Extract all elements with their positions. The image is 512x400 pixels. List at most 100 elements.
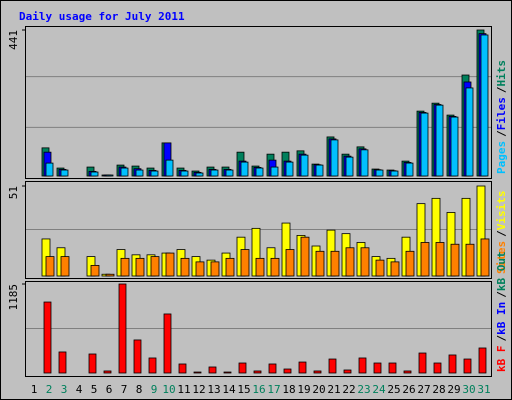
x-tick-label: 5	[91, 383, 98, 396]
bar	[405, 250, 415, 277]
bar	[225, 169, 234, 177]
x-tick-label: 28	[432, 383, 445, 396]
legend-entry: Hits	[495, 60, 508, 87]
bar	[60, 169, 69, 177]
bar	[435, 104, 444, 177]
chart-title: Daily usage for July 2011	[19, 10, 185, 23]
bar	[135, 257, 145, 277]
x-tick-label: 31	[477, 383, 490, 396]
bar	[358, 357, 367, 374]
bar	[133, 339, 142, 374]
bar	[270, 166, 279, 177]
bar	[208, 366, 217, 374]
legend-separator: /	[495, 130, 508, 137]
bar	[135, 169, 144, 177]
legend-separator: /	[495, 86, 508, 93]
bar	[150, 256, 160, 277]
x-tick-label: 24	[372, 383, 386, 396]
y-tick-label: 1185	[7, 284, 20, 311]
bar	[285, 249, 295, 277]
y-tick-label: 441	[7, 30, 20, 50]
legend: Pages/Files/Hits	[495, 60, 508, 174]
bar	[225, 257, 235, 277]
bar	[360, 149, 369, 177]
bar	[195, 261, 205, 277]
bar	[435, 242, 445, 277]
legend-separator: /	[495, 335, 508, 342]
panel	[25, 26, 492, 179]
x-tick-label: 7	[121, 383, 128, 396]
bar	[255, 257, 265, 277]
bar	[253, 370, 262, 374]
bar	[255, 167, 264, 177]
bar	[58, 351, 67, 374]
bar	[165, 159, 174, 177]
bar	[345, 156, 354, 177]
x-tick-label: 8	[136, 383, 143, 396]
bar	[480, 34, 489, 177]
bar	[315, 250, 325, 277]
bar	[210, 261, 220, 277]
x-tick-label: 13	[207, 383, 220, 396]
bar	[148, 357, 157, 374]
x-tick-label: 20	[312, 383, 325, 396]
legend-entry: Visits	[495, 191, 508, 231]
x-tick-label: 18	[282, 383, 295, 396]
x-tick-label: 12	[192, 383, 205, 396]
bar	[45, 256, 55, 277]
bar	[375, 259, 385, 277]
bar	[120, 167, 129, 177]
bar	[373, 362, 382, 374]
bar	[360, 247, 370, 277]
x-tick-label: 10	[162, 383, 175, 396]
bar	[210, 169, 219, 177]
legend-separator: /	[495, 291, 508, 298]
bar	[433, 362, 442, 374]
x-tick-label: 27	[417, 383, 430, 396]
bar	[418, 352, 427, 374]
bar	[150, 170, 159, 177]
x-tick-label: 11	[177, 383, 190, 396]
bar	[405, 162, 414, 177]
bar	[478, 347, 487, 374]
bar	[105, 273, 115, 277]
bar	[118, 283, 127, 374]
bar	[463, 358, 472, 374]
x-tick-label: 14	[222, 383, 236, 396]
bar	[103, 370, 112, 374]
bar	[283, 368, 292, 374]
bar	[330, 139, 339, 177]
legend-entry: kB Out	[495, 251, 508, 291]
bar	[345, 247, 355, 277]
bar	[45, 162, 54, 177]
legend-entry: Files	[495, 97, 508, 130]
bar	[450, 116, 459, 177]
bar	[300, 154, 309, 177]
bar	[105, 174, 114, 177]
bar	[300, 236, 310, 277]
legend-entry: Pages	[495, 141, 508, 174]
bar	[298, 361, 307, 374]
bar	[223, 371, 232, 374]
x-tick-label: 1	[31, 383, 38, 396]
bar	[88, 353, 97, 374]
bar	[390, 170, 399, 177]
x-tick-label: 15	[237, 383, 250, 396]
x-tick-label: 6	[106, 383, 113, 396]
legend-entry: Sites	[495, 241, 508, 274]
bar	[238, 362, 247, 374]
bar	[195, 172, 204, 177]
x-tick-label: 21	[327, 383, 340, 396]
bar	[480, 238, 490, 277]
bar	[403, 370, 412, 374]
bar	[315, 164, 324, 177]
bar	[448, 354, 457, 374]
legend-entry: kB In	[495, 302, 508, 335]
x-tick-label: 2	[46, 383, 53, 396]
bar	[330, 250, 340, 277]
bar	[268, 363, 277, 374]
legend: kB F/kB In/kB Out	[495, 251, 508, 372]
bar	[270, 257, 280, 277]
x-tick-label: 3	[61, 383, 68, 396]
